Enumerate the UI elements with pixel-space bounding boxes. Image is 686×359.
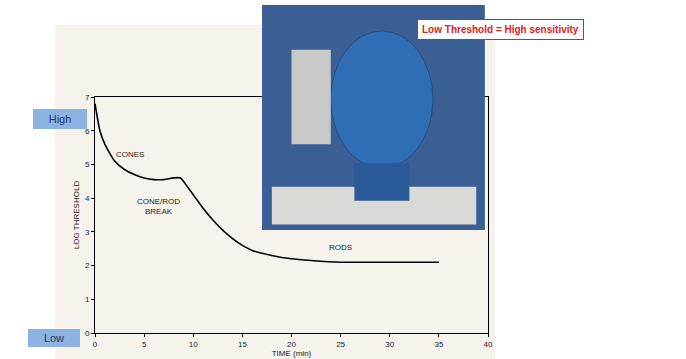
svg-text:High: High [49, 113, 72, 125]
svg-text:10: 10 [189, 340, 198, 349]
svg-text:5: 5 [85, 160, 90, 169]
svg-text:35: 35 [434, 340, 443, 349]
svg-text:0: 0 [93, 340, 98, 349]
svg-text:LOG THRESHOLD: LOG THRESHOLD [72, 181, 81, 250]
svg-text:Low: Low [44, 332, 64, 344]
svg-text:TIME (min): TIME (min) [272, 349, 312, 358]
svg-text:CONES: CONES [116, 150, 144, 159]
svg-text:2: 2 [85, 261, 90, 270]
svg-text:RODS: RODS [329, 243, 352, 252]
svg-text:5: 5 [142, 340, 147, 349]
svg-text:Low Threshold = High sensitivi: Low Threshold = High sensitivity [422, 24, 579, 35]
svg-text:40: 40 [484, 340, 493, 349]
svg-text:15: 15 [238, 340, 247, 349]
svg-text:25: 25 [336, 340, 345, 349]
svg-text:3: 3 [85, 228, 90, 237]
svg-text:4: 4 [85, 194, 90, 203]
svg-text:30: 30 [385, 340, 394, 349]
svg-text:7: 7 [85, 93, 90, 102]
svg-text:0: 0 [85, 329, 90, 338]
svg-text:20: 20 [287, 340, 296, 349]
svg-text:CONE/RODBREAK: CONE/RODBREAK [137, 197, 180, 216]
svg-text:6: 6 [85, 127, 90, 136]
svg-text:1: 1 [85, 295, 90, 304]
